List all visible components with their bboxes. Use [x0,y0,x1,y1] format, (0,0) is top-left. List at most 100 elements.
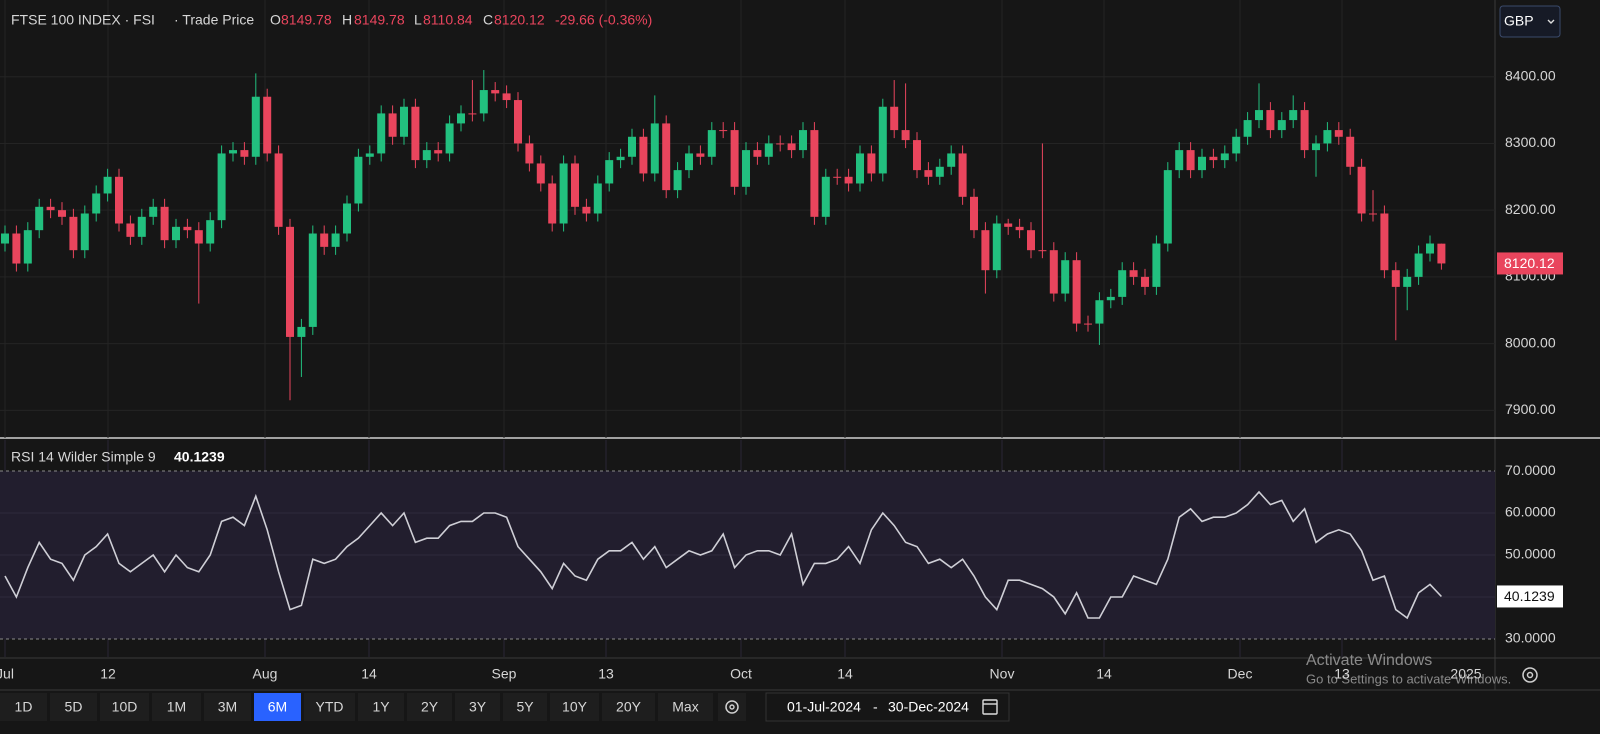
candle-body [525,143,534,164]
price-type: · Trade Price [174,12,254,28]
candle-body [1152,243,1161,287]
candle-body [286,226,294,337]
candle-body [616,156,625,161]
range-button-label[interactable]: 3M [218,699,237,715]
candle-body [1072,260,1081,324]
candle-body [1175,150,1184,171]
candle-body [1084,323,1092,325]
candle-body [1380,213,1389,271]
candle-body [1312,143,1320,151]
candle-body [1277,120,1286,131]
candle-body [354,156,363,204]
range-button[interactable] [358,693,404,721]
axis-settings[interactable] [1522,667,1538,683]
range-button[interactable] [304,693,355,721]
candle-body [548,183,557,224]
range-button[interactable] [100,693,149,721]
watermark-text: Go to Settings to activate Windows. [1306,671,1511,686]
open-label: O [270,12,281,28]
y-tick-label: 7900.00 [1505,401,1556,417]
range-settings-button[interactable] [718,693,746,721]
candle-body [377,113,386,154]
candle-body [970,196,978,231]
candle-body [582,206,591,214]
candle-body [776,143,785,145]
high-label: H [342,12,352,28]
x-tick-label: 13 [598,666,614,682]
high-value: 8149.78 [354,12,405,28]
instrument-title: FTSE 100 INDEX · FSI [11,12,155,28]
candle-body [1346,136,1355,167]
settings-ring[interactable] [1522,667,1538,683]
range-button-label[interactable]: 2Y [421,699,439,715]
range-button-label[interactable]: 5Y [516,699,534,715]
candle-body [593,183,602,214]
range-button-label[interactable]: 6M [268,699,287,715]
gear-dot[interactable] [729,704,735,710]
candle-body [46,206,55,211]
range-button[interactable] [407,693,452,721]
candle-body [217,153,226,221]
candle-body [833,176,842,178]
range-button-label[interactable]: 20Y [616,699,642,715]
candle-body [1357,166,1366,214]
currency-box[interactable] [1499,5,1561,38]
candle-body [696,153,705,157]
range-button[interactable] [152,693,201,721]
range-button[interactable] [658,693,713,721]
candle-body [263,96,272,154]
settings-dot[interactable] [1526,671,1534,679]
candle-body [1255,110,1263,121]
date-range-box[interactable] [765,692,1010,722]
grid [0,0,1495,657]
candle-body [1106,296,1115,301]
currency-select[interactable]: GBP [1499,5,1561,38]
range-button-label[interactable]: 1D [15,699,33,715]
candle-body [1027,230,1035,251]
x-tick-label: 2025 [1450,666,1481,682]
range-button[interactable] [204,693,251,721]
range-button-label[interactable]: Max [672,699,698,715]
calendar-icon[interactable] [982,699,998,715]
range-button-label[interactable]: 10Y [562,699,588,715]
range-settings[interactable] [718,693,746,721]
range-button[interactable] [550,693,599,721]
range-button[interactable] [50,693,97,721]
range-button-label[interactable]: 10D [112,699,138,715]
candle-body [1,233,9,244]
date-range[interactable]: 01-Jul-2024 - 30-Dec-2024 [765,692,1010,722]
candle-body [673,170,682,191]
range-button[interactable] [503,693,547,721]
range-button[interactable] [602,693,655,721]
candle-body [115,176,123,224]
range-button-label[interactable]: 1M [167,699,186,715]
range-button[interactable] [455,693,500,721]
candle-body [1323,130,1332,144]
date-to[interactable]: 30-Dec-2024 [888,699,969,715]
range-button-label[interactable]: 1Y [372,699,390,715]
dropdown-caret[interactable] [1547,19,1555,24]
candle-body [1163,170,1172,244]
candle-body [1300,110,1309,151]
currency-label[interactable]: GBP [1504,13,1534,29]
last-price-label: 8120.12 [1504,255,1555,271]
date-from[interactable]: 01-Jul-2024 [787,699,861,715]
y2-tick-label: 30.0000 [1505,630,1556,646]
candle-body [559,163,568,224]
candle-body [753,150,762,157]
watermark-title: Activate Windows [1306,652,1432,669]
range-button[interactable] [254,693,301,721]
candle-body [821,176,830,217]
range-button-label[interactable]: YTD [316,699,344,715]
x-tick-label: Nov [990,666,1015,682]
candle-body [890,106,899,131]
range-button-label[interactable]: 5D [65,699,83,715]
candle-body [1129,270,1138,277]
range-button[interactable] [0,693,47,721]
candle-body [650,123,659,174]
range-button-label[interactable]: 3Y [469,699,487,715]
candle-body [1209,156,1218,161]
gear-ring[interactable] [725,700,739,714]
x-tick-label: Oct [730,666,752,682]
open-value: 8149.78 [281,12,332,28]
